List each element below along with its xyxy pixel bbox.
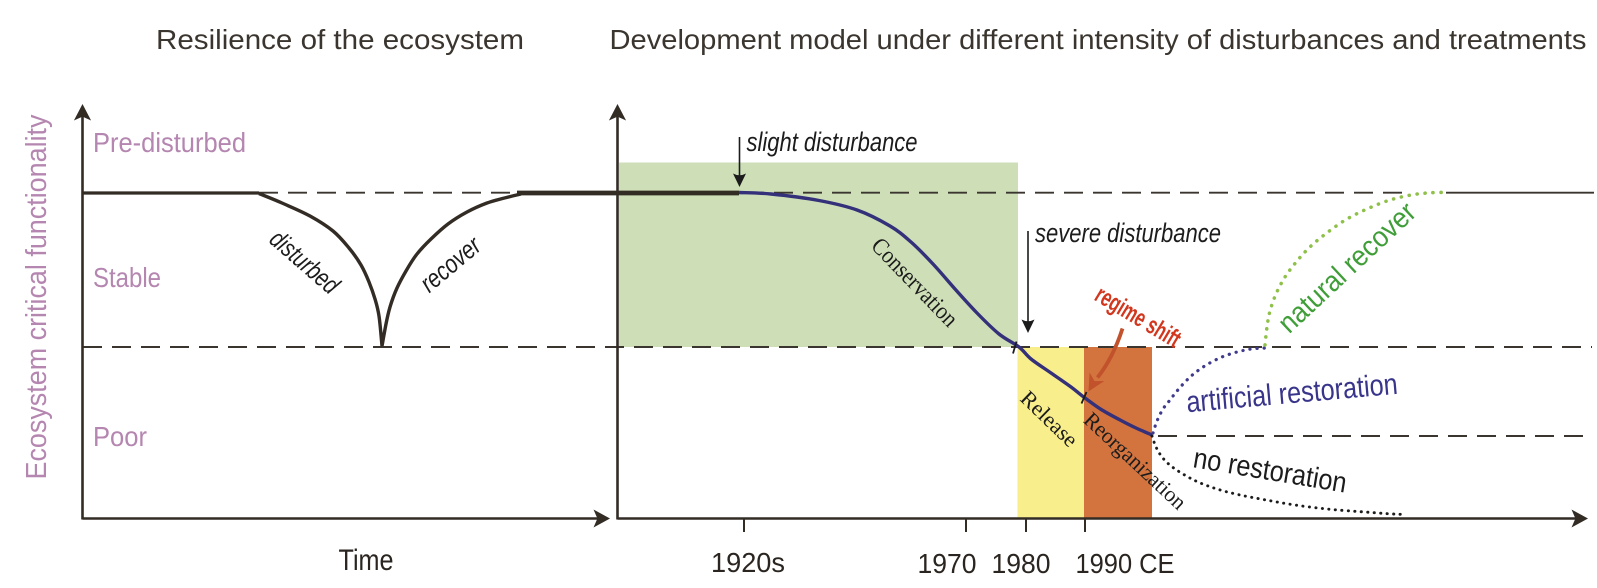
svg-text:Resilience of the ecosystem: Resilience of the ecosystem bbox=[156, 24, 524, 55]
svg-text:Stable: Stable bbox=[93, 262, 161, 293]
svg-text:severe disturbance: severe disturbance bbox=[1035, 218, 1221, 248]
svg-text:Development model under differ: Development model under different intens… bbox=[610, 24, 1587, 55]
svg-text:1990 CE: 1990 CE bbox=[1076, 548, 1175, 579]
svg-text:slight disturbance: slight disturbance bbox=[747, 127, 918, 157]
svg-text:Time: Time bbox=[339, 544, 394, 577]
svg-text:Ecosystem critical functionali: Ecosystem critical functionality bbox=[21, 114, 53, 479]
svg-text:1920s: 1920s bbox=[711, 547, 785, 578]
svg-text:1970: 1970 bbox=[918, 548, 977, 579]
svg-text:1980: 1980 bbox=[992, 548, 1051, 579]
svg-text:Pre-disturbed: Pre-disturbed bbox=[93, 127, 246, 158]
svg-text:Poor: Poor bbox=[93, 421, 147, 452]
